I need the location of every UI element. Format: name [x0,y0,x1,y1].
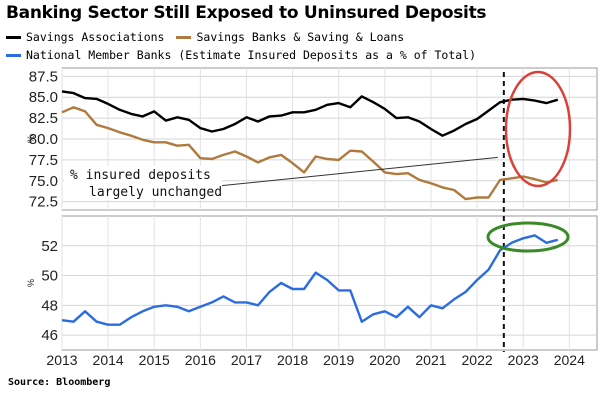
bottom-y-tick-label: 46 [41,327,58,344]
x-tick-label: 2018 [277,352,308,368]
legend-swatch-national-member-banks [6,53,21,57]
top-series-line-1 [61,106,559,201]
top-y-tick-label: 82.5 [29,110,58,127]
x-tick-label: 2017 [231,352,262,368]
annotation-pointer-line [217,156,498,187]
bottom-y-tick-label: 50 [41,268,58,285]
legend-row-2: National Member Banks (Estimate Insured … [6,48,476,62]
top-series-line-0 [61,90,559,137]
top-y-tick-label: 72.5 [29,194,58,211]
top-y-tick-label: 85.0 [29,89,58,106]
annotation-text-line-2: largely unchanged [89,185,222,200]
x-tick-label: 2024 [554,352,585,368]
x-tick-label: 2019 [323,352,354,368]
highlight-ellipse-green [486,221,570,253]
bottom-y-axis-label: % [26,279,36,287]
x-tick-label: 2013 [46,352,77,368]
x-tick-label: 2022 [462,352,493,368]
bottom-y-tick-label: 48 [41,297,58,314]
top-y-tick-label: 77.5 [29,152,58,169]
top-y-axis-label: % [26,135,36,143]
legend-label-national-member-banks: National Member Banks (Estimate Insured … [26,48,477,62]
x-tick-label: 2021 [415,352,446,368]
legend-row-1: Savings Associations Savings Banks & Sav… [6,30,404,44]
source-note: Source: Bloomberg [8,377,111,388]
legend-label-savings-banks: Savings Banks & Saving & Loans [196,30,405,44]
bottom-series-line-0 [61,234,559,326]
top-y-tick-label: 87.5 [29,68,58,85]
top-y-tick-label: 75.0 [29,173,58,190]
legend-swatch-savings-associations [6,35,21,39]
x-tick-label: 2014 [93,352,124,368]
annotation-background [64,166,222,200]
x-tick-label: 2020 [369,352,400,368]
top-y-tick-label: 80.0 [29,131,58,148]
x-tick-label: 2016 [185,352,216,368]
highlight-ellipse-red [504,70,572,188]
chart-title: Banking Sector Still Exposed to Uninsure… [6,3,487,23]
legend-swatch-savings-banks [176,35,192,39]
annotation-text-line-1: % insured deposits [70,168,211,183]
bottom-y-tick-label: 52 [41,238,58,255]
x-tick-label: 2023 [508,352,539,368]
legend-label-savings-associations: Savings Associations [26,30,165,44]
x-tick-label: 2015 [139,352,170,368]
